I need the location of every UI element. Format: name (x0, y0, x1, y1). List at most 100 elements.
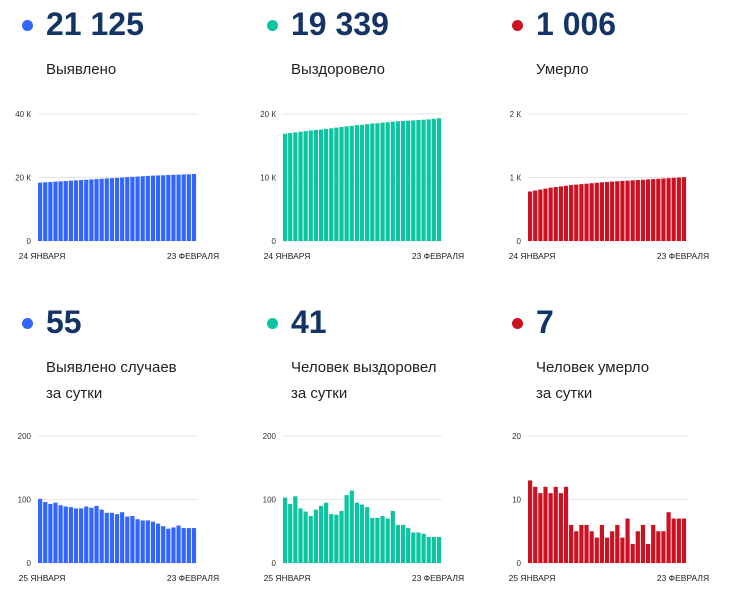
metric-label-line: Человек выздоровел (291, 359, 437, 376)
bar (365, 507, 370, 563)
legend-dot (267, 318, 278, 329)
bar (543, 486, 548, 563)
bar (528, 480, 533, 563)
bar (584, 524, 589, 563)
y-tick-label: 0 (517, 559, 522, 568)
panel-deaths-total: 1 006 Умерло 0 1 К 2 К 24 ЯНВАРЯ 23 ФЕВРАЛЯ (490, 0, 735, 297)
bar (651, 179, 656, 241)
x-tick-label: 25 ЯНВАРЯ (509, 573, 556, 583)
bar (656, 178, 661, 241)
bar (298, 508, 303, 563)
bar (48, 181, 53, 241)
bar (109, 512, 115, 563)
metric-label-line: Выздоровело (291, 61, 386, 78)
bar (635, 531, 640, 563)
metric-label-line: Умерло (536, 61, 589, 78)
legend-dot (22, 318, 33, 329)
bar (176, 174, 181, 241)
panel-detected-daily: 55 Выявлено случаев за сутки 0 100 200 25 ЯНВА… (0, 298, 245, 595)
bar (385, 518, 390, 563)
bar (574, 531, 579, 563)
bar (406, 120, 411, 241)
bar (349, 125, 354, 241)
headline-value: 21 125 (46, 6, 144, 42)
bar (579, 524, 584, 563)
bar (538, 493, 543, 563)
bar-chart: 0 10 К 20 К 24 ЯНВАРЯ 23 ФЕВРАЛЯ (260, 110, 464, 261)
bar (176, 525, 181, 563)
legend-dot (512, 318, 523, 329)
bar (89, 179, 94, 241)
bar (303, 511, 308, 563)
y-tick-label: 0 (272, 559, 277, 568)
bar (135, 519, 140, 563)
bar (548, 187, 553, 241)
bar (620, 180, 625, 241)
bar (150, 521, 156, 563)
x-tick-label: 23 ФЕВРАЛЯ (167, 573, 219, 583)
bar (548, 493, 553, 563)
bar (681, 518, 687, 563)
panel-detected-total: 21 125 Выявлено 0 20 К 40 К 24 ЯНВАРЯ 23 ФЕВРА… (0, 0, 245, 297)
bar (114, 177, 120, 241)
x-tick-label: 23 ФЕВРАЛЯ (657, 251, 709, 261)
bar (359, 124, 365, 241)
bar (186, 174, 191, 241)
bar (421, 119, 426, 241)
bar (426, 119, 431, 241)
bar (313, 129, 318, 241)
metric-label-line: за сутки (46, 385, 103, 402)
y-tick-label: 0 (27, 559, 32, 568)
bar (365, 124, 370, 241)
bar (308, 516, 313, 563)
bar (380, 122, 385, 241)
bar (288, 133, 293, 241)
bar (558, 186, 563, 241)
panel-recovered-daily: 41 Человек выздоровел за сутки 0 100 200 25 ЯН… (245, 298, 490, 595)
y-tick-label: 20 (512, 432, 521, 441)
y-tick-label: 100 (18, 496, 32, 505)
bar (140, 520, 145, 563)
x-tick-label: 25 ЯНВАРЯ (19, 573, 66, 583)
panel-recovered-total: 19 339 Выздоровело 0 10 К 20 К 24 ЯНВАРЯ 23 ФЕ… (245, 0, 490, 297)
bar (563, 486, 569, 563)
bar (68, 507, 73, 563)
bar (385, 122, 390, 241)
bar (344, 126, 349, 241)
bar (79, 180, 84, 241)
bar (661, 178, 666, 241)
bar (640, 524, 646, 563)
bar (283, 497, 288, 563)
bar (630, 180, 635, 241)
y-tick-label: 1 К (510, 174, 522, 183)
bar (538, 189, 543, 241)
bar (339, 510, 344, 563)
bar (329, 128, 334, 241)
bar (400, 524, 406, 563)
bar (191, 173, 197, 241)
bar (155, 175, 161, 241)
bar (79, 508, 84, 563)
bar (676, 177, 681, 241)
y-tick-label: 20 К (260, 110, 276, 119)
bar (43, 502, 48, 563)
y-tick-label: 10 К (260, 174, 276, 183)
bar (166, 528, 171, 563)
bar (84, 179, 89, 241)
bar (324, 128, 329, 241)
bar (395, 524, 401, 563)
x-tick-label: 23 ФЕВРАЛЯ (167, 251, 219, 261)
headline-value: 7 (536, 304, 554, 340)
bar (380, 516, 385, 563)
bar (370, 517, 375, 563)
bar (171, 174, 176, 241)
bar (114, 514, 120, 563)
bar (120, 512, 125, 563)
bar-chart: 0 20 К 40 К 24 ЯНВАРЯ 23 ФЕВРАЛЯ (15, 110, 219, 261)
x-tick-label: 24 ЯНВАРЯ (509, 251, 556, 261)
bar (354, 502, 360, 563)
x-tick-label: 24 ЯНВАРЯ (19, 251, 66, 261)
bar (604, 181, 610, 241)
bar (431, 118, 436, 241)
bar (651, 524, 656, 563)
